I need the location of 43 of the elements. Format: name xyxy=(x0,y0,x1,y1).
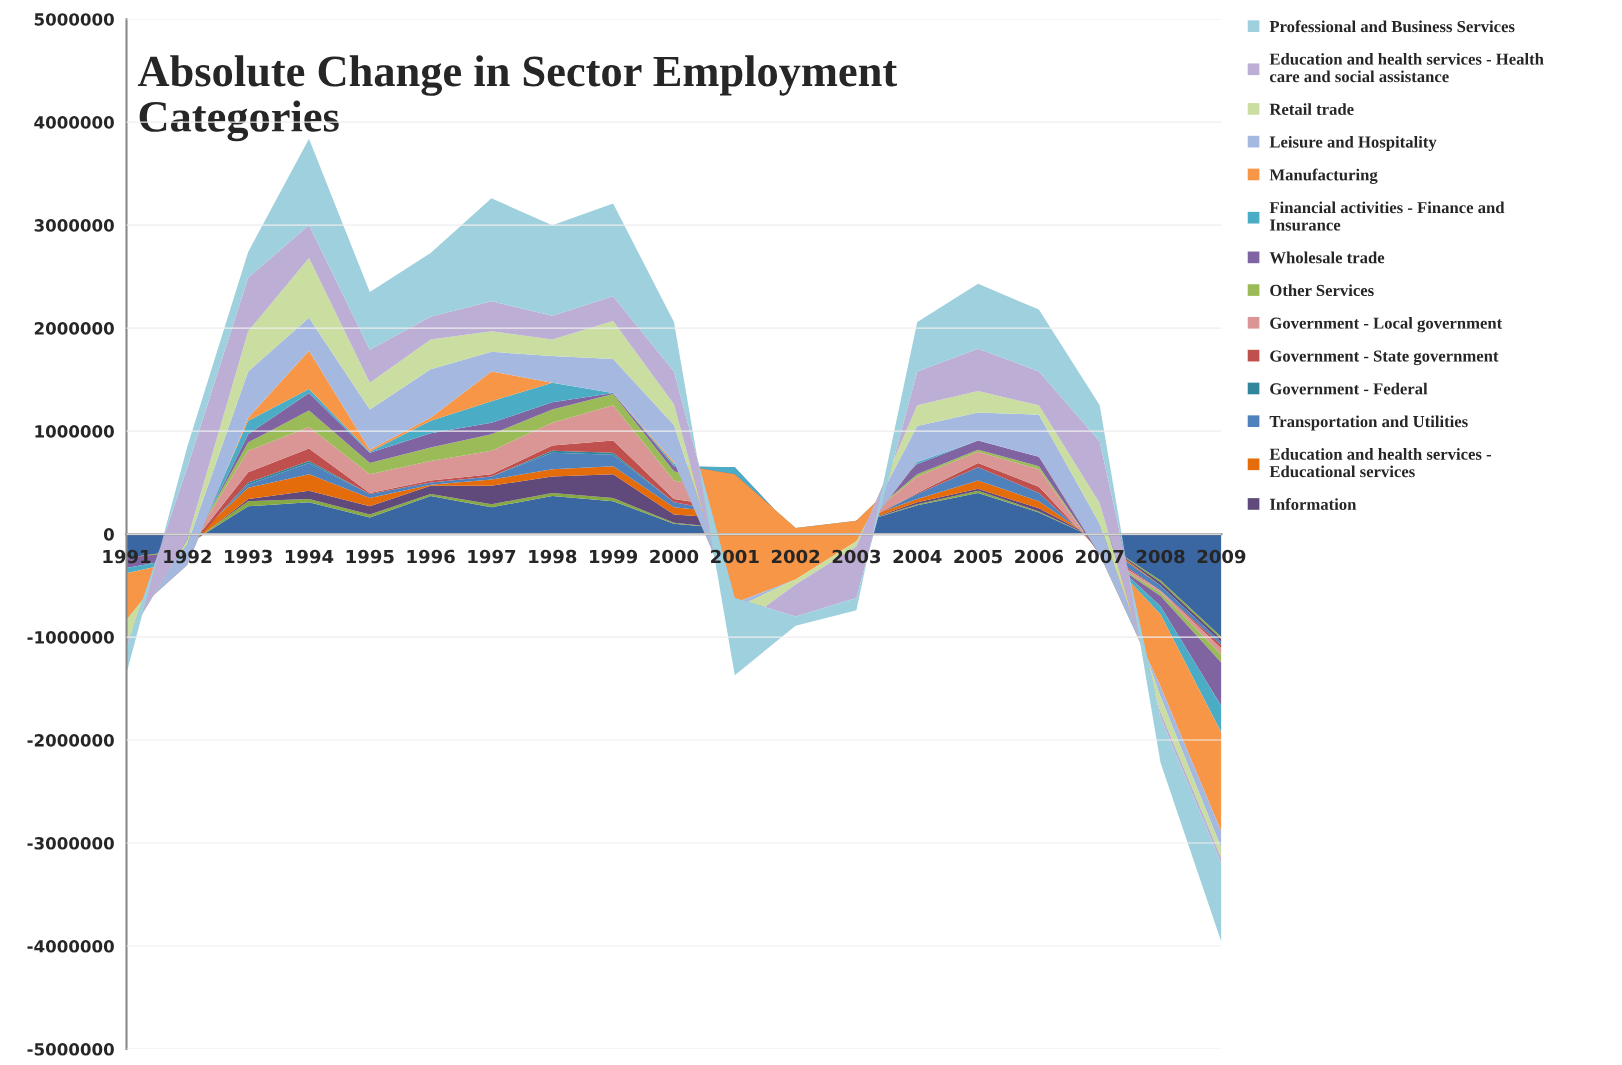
x-tick-label: 2003 xyxy=(832,549,881,564)
x-tick-label: 1995 xyxy=(346,549,394,564)
x-tick-label: 2007 xyxy=(1076,549,1124,564)
x-tick-label: 2002 xyxy=(771,549,820,564)
legend-label: Government - State government xyxy=(1270,350,1499,366)
legend-label: Leisure and Hospitality xyxy=(1269,135,1437,152)
y-tick-label: -4000000 xyxy=(27,940,114,953)
x-tick-label: 1992 xyxy=(164,549,211,564)
y-tick-label: 1000000 xyxy=(35,425,114,438)
x-tick-label: 2008 xyxy=(1136,549,1185,564)
y-tick-label: 4000000 xyxy=(34,116,114,129)
x-tick-label: 2004 xyxy=(893,549,942,564)
y-tick-label: 5000000 xyxy=(34,13,114,26)
legend-label: Education and health services - Educational services xyxy=(1269,448,1492,478)
x-tick-label: 2006 xyxy=(1015,549,1064,564)
x-tick-label: 1996 xyxy=(407,549,455,564)
y-tick-label: 2000000 xyxy=(34,322,114,335)
x-tick-label: 2000 xyxy=(650,549,699,564)
x-tick-label: 1993 xyxy=(225,549,272,564)
legend-label: Financial activities - Finance and Insurance xyxy=(1269,201,1505,231)
legend-label: Information xyxy=(1269,498,1357,510)
legend-label: Wholesale trade xyxy=(1269,251,1385,264)
x-tick-label: 1994 xyxy=(285,549,334,564)
legend-label: Other Services xyxy=(1270,284,1374,297)
x-tick-label: 1999 xyxy=(590,549,638,564)
legend-label: Manufacturing xyxy=(1269,168,1378,184)
legend-label: Education and health services - Health care and social assistance xyxy=(1269,53,1544,83)
y-tick-label: 0 xyxy=(103,528,114,541)
x-tick-label: 1998 xyxy=(529,549,577,564)
legend-label: Government - Local government xyxy=(1270,317,1503,333)
y-tick-label: -1000000 xyxy=(27,631,114,644)
legend-label: Transportation and Utilities xyxy=(1269,415,1468,431)
y-tick-label: 3000000 xyxy=(34,219,114,232)
legend-label: Government - Federal xyxy=(1270,382,1428,395)
legend-label: Professional and Business Services xyxy=(1269,20,1515,33)
text: Absolute Change in Sector Employment Categories xyxy=(137,55,897,142)
x-tick-label: 2005 xyxy=(954,549,1002,564)
y-tick-label: -2000000 xyxy=(27,734,114,747)
legend-label: Retail trade xyxy=(1269,103,1354,115)
x-tick-label: 1997 xyxy=(468,549,516,564)
y-tick-label: -3000000 xyxy=(27,837,114,850)
y-tick-label: -5000000 xyxy=(27,1042,114,1056)
x-tick-label: 1991 xyxy=(103,549,151,564)
